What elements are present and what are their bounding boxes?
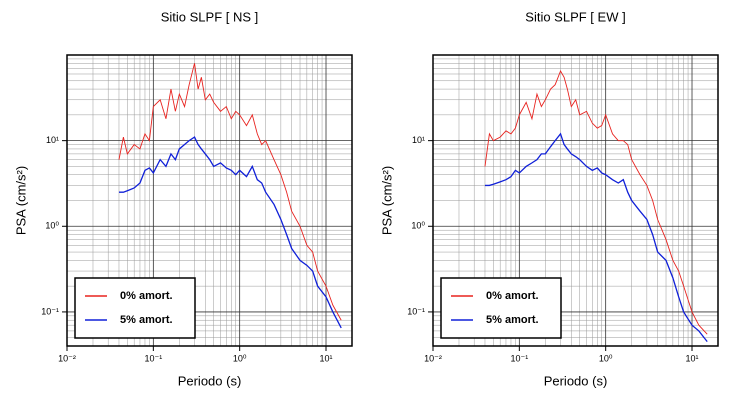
x-axis-label: Periodo (s) (178, 373, 242, 388)
y-tick-label: 10⁰ (45, 221, 59, 231)
chart-title: Sitio SLPF [ EW ] (525, 9, 625, 24)
x-tick-label: 10¹ (320, 353, 333, 363)
plot-frame (432, 54, 719, 347)
series-line (484, 69, 708, 335)
x-tick-label: 10¹ (686, 353, 699, 363)
legend-box (74, 277, 196, 339)
y-tick-label: 10⁻¹ (407, 306, 425, 316)
y-axis-label: PSA (cm/s²) (13, 166, 28, 235)
legend: 0% amort. 5% amort. (440, 277, 562, 339)
series-line (118, 136, 342, 329)
panel: 10⁻² 10⁻¹ 10⁰ 10¹ 10⁻¹ 10⁰ 10¹ Sitio SLPF [ EW … (379, 9, 719, 388)
chart-title: Sitio SLPF [ NS ] (161, 9, 259, 24)
y-tick-label: 10⁻¹ (41, 306, 59, 316)
y-tick-label: 10¹ (46, 135, 59, 145)
legend-box (440, 277, 562, 339)
x-tick-label: 10⁰ (599, 353, 613, 363)
y-tick-label: 10¹ (412, 135, 425, 145)
plot-frame (66, 54, 353, 347)
x-tick-label: 10⁻² (58, 353, 76, 363)
series-line (118, 63, 342, 321)
legend-label: 5% amort. (486, 314, 539, 326)
series-line (484, 132, 708, 343)
x-axis-label: Periodo (s) (544, 373, 608, 388)
panel: 10⁻² 10⁻¹ 10⁰ 10¹ 10⁻¹ 10⁰ 10¹ Sitio SLPF [ NS … (13, 9, 353, 388)
y-axis-label: PSA (cm/s²) (379, 166, 394, 235)
y-tick-label: 10⁰ (411, 221, 425, 231)
x-tick-label: 10⁰ (233, 353, 247, 363)
legend: 0% amort. 5% amort. (74, 277, 196, 339)
x-tick-label: 10⁻² (424, 353, 442, 363)
legend-label: 5% amort. (120, 314, 173, 326)
x-tick-label: 10⁻¹ (510, 353, 528, 363)
legend-label: 0% amort. (486, 290, 539, 302)
x-tick-label: 10⁻¹ (144, 353, 162, 363)
legend-label: 0% amort. (120, 290, 173, 302)
